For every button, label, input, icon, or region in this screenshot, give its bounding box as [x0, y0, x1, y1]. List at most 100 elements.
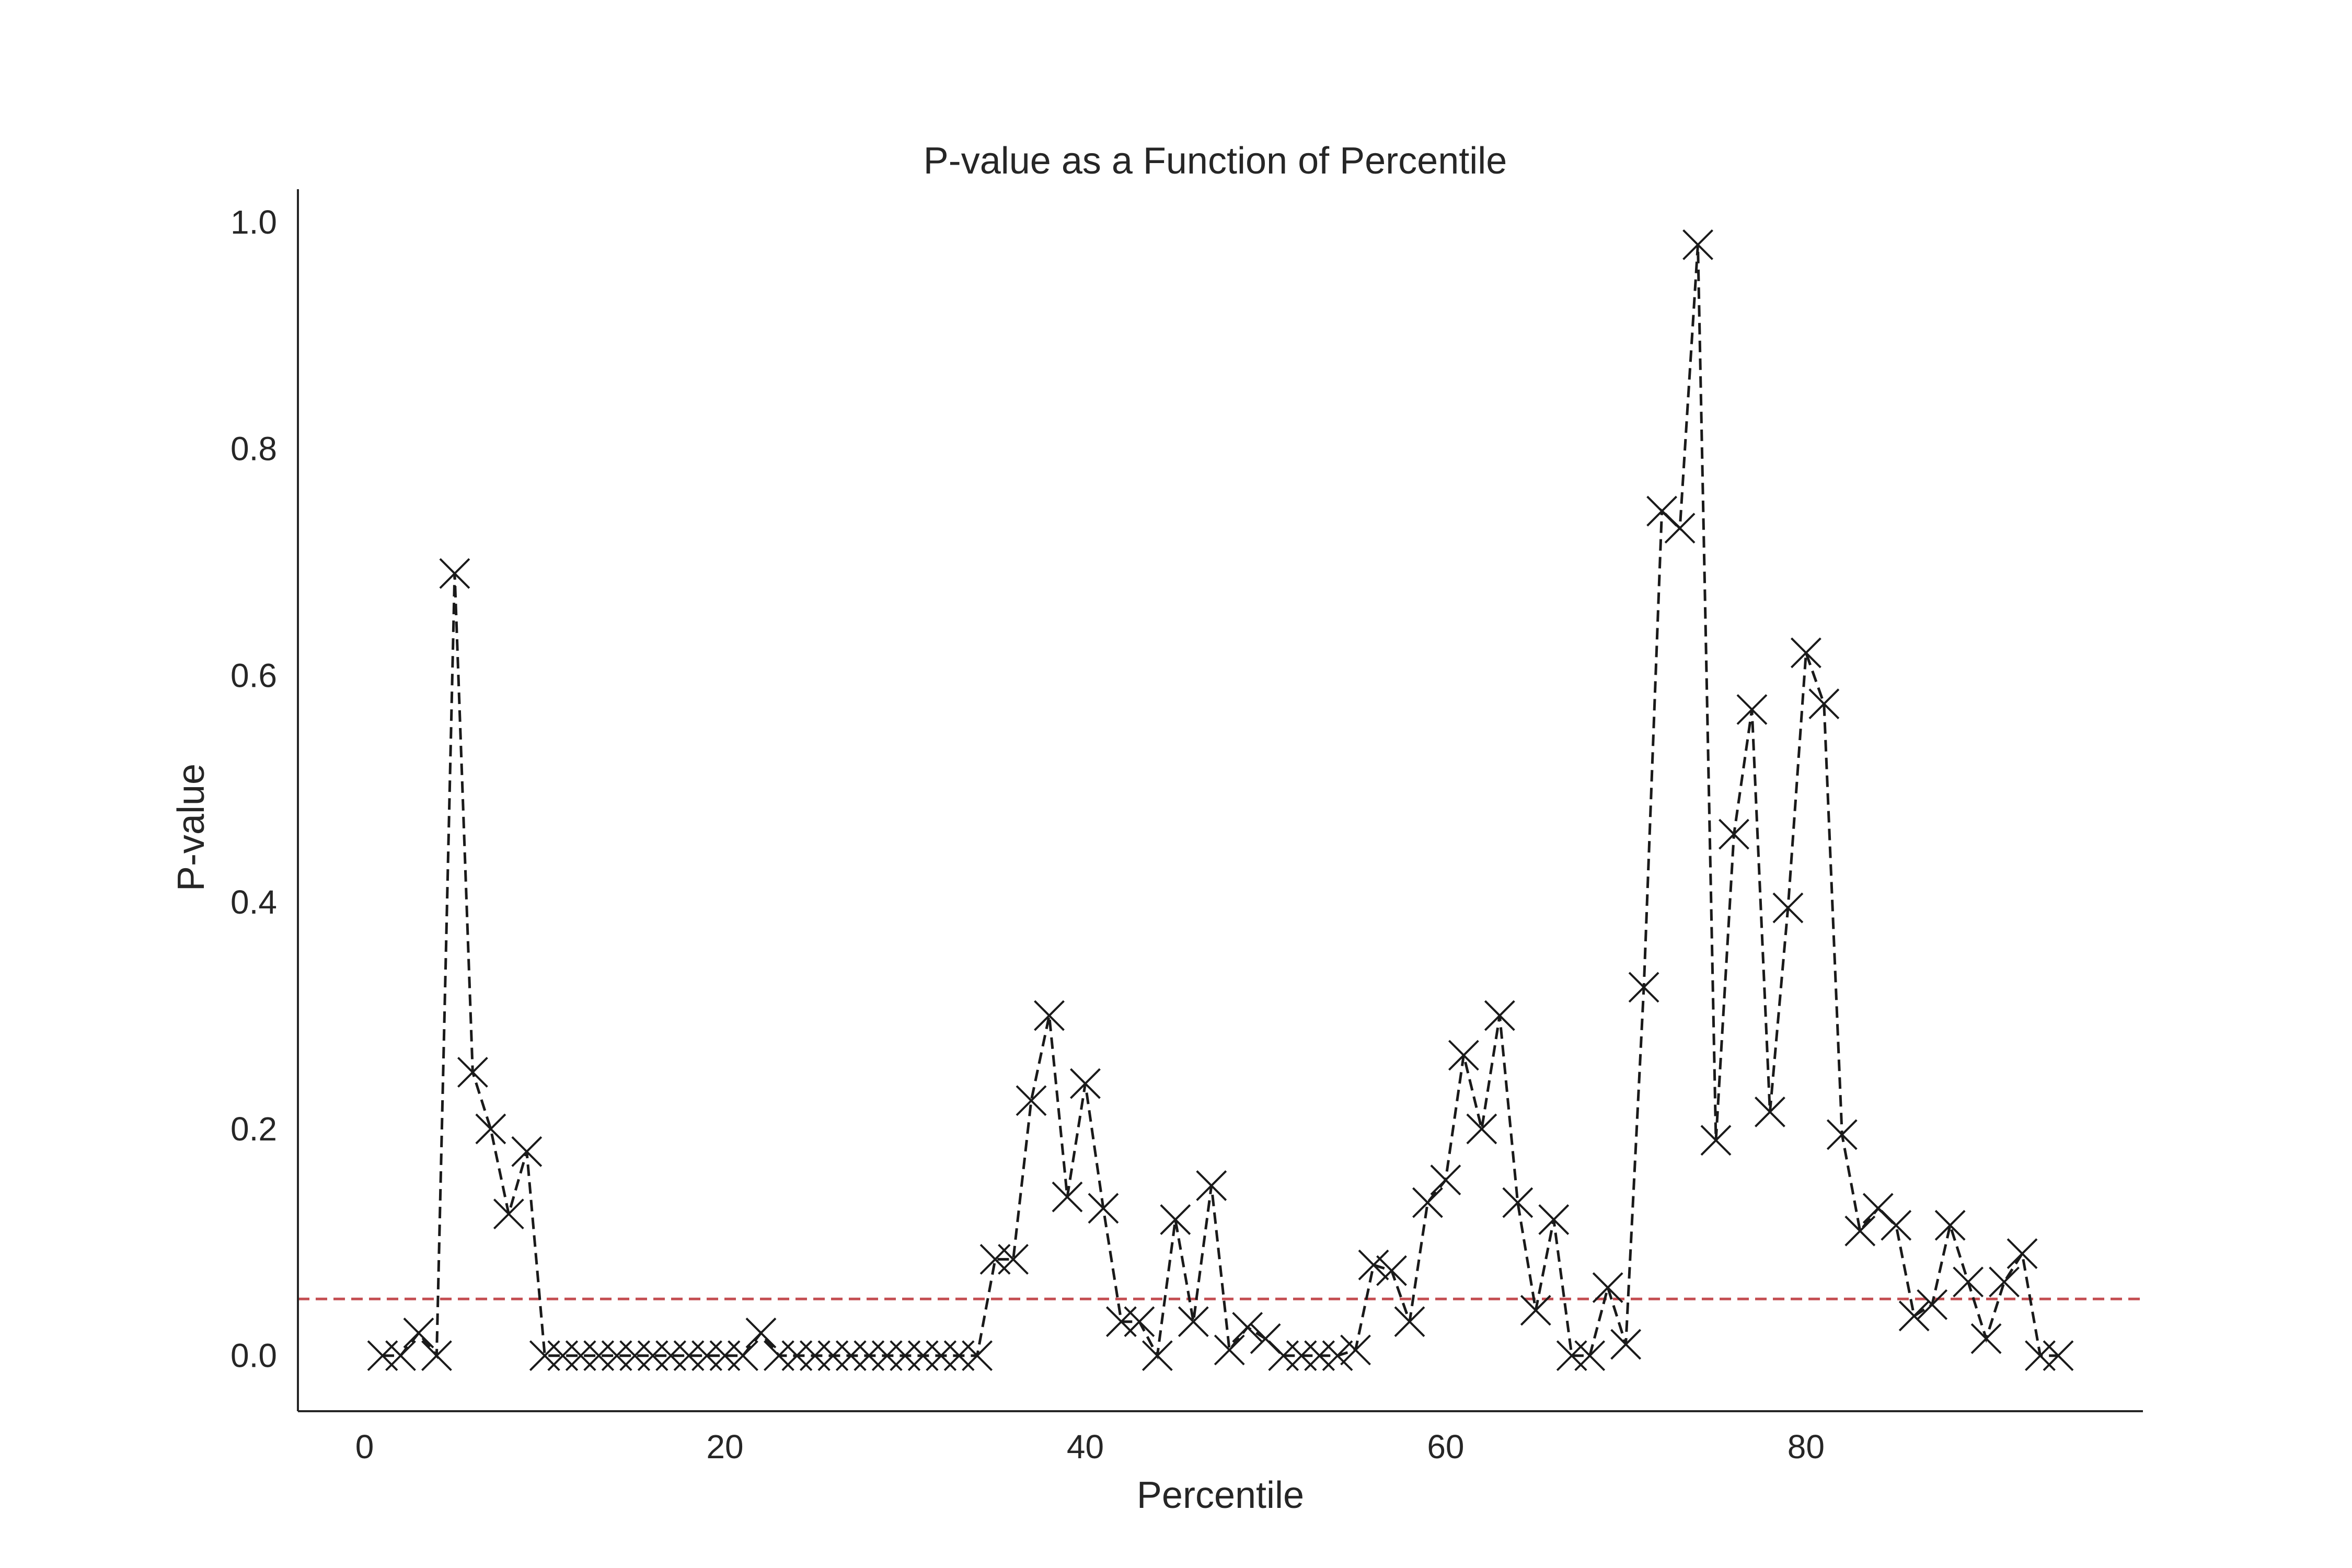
y-tick-label: 0.2: [230, 1110, 277, 1148]
y-tick-label: 0.0: [230, 1337, 277, 1375]
data-point: [2025, 1340, 2056, 1371]
data-point: [799, 1340, 831, 1371]
data-point: [1628, 972, 1659, 1003]
data-point: [1412, 1187, 1443, 1218]
data-point: [1430, 1165, 1461, 1195]
plot-area: [298, 229, 2143, 1371]
data-point: [385, 1340, 416, 1371]
data-point: [1881, 1209, 1912, 1241]
x-tick-label: 80: [1788, 1428, 1825, 1466]
data-point: [1304, 1340, 1335, 1371]
data-point: [1322, 1340, 1353, 1371]
data-point: [1989, 1266, 2020, 1298]
data-point: [1088, 1193, 1119, 1224]
data-point: [1034, 1000, 1065, 1031]
data-point: [728, 1340, 758, 1371]
data-point: [1016, 1085, 1047, 1116]
data-point: [1970, 1323, 2002, 1354]
data-point: [403, 1317, 434, 1348]
data-point: [1790, 637, 1821, 668]
data-point: [1574, 1340, 1606, 1371]
data-point: [583, 1340, 615, 1371]
data-point: [367, 1340, 398, 1371]
data-point: [1268, 1340, 1299, 1371]
x-tick-label: 0: [355, 1428, 374, 1466]
data-point: [764, 1340, 794, 1371]
data-point: [637, 1340, 668, 1371]
y-axis-label: P-value: [170, 764, 212, 891]
data-point: [1719, 818, 1749, 850]
data-point: [529, 1340, 560, 1371]
data-point: [1232, 1312, 1263, 1343]
data-point: [890, 1340, 921, 1371]
data-point: [2043, 1340, 2074, 1371]
data-point: [1394, 1306, 1425, 1338]
data-point: [835, 1340, 867, 1371]
data-point: [1160, 1204, 1191, 1235]
data-point: [655, 1340, 686, 1371]
data-point: [1826, 1119, 1858, 1150]
data-point: [2007, 1238, 2038, 1269]
x-tick-label: 60: [1427, 1428, 1464, 1466]
data-point: [1448, 1040, 1479, 1071]
data-point: [817, 1340, 849, 1371]
data-point: [854, 1340, 885, 1371]
data-point: [439, 558, 470, 589]
y-tick-label: 1.0: [230, 203, 277, 241]
data-point: [1142, 1340, 1173, 1371]
data-point: [1340, 1334, 1371, 1366]
data-point: [962, 1340, 993, 1371]
data-point: [781, 1340, 813, 1371]
data-point: [1844, 1215, 1876, 1247]
y-tick-label: 0.6: [230, 656, 277, 694]
data-point: [673, 1340, 705, 1371]
data-point: [943, 1340, 975, 1371]
data-point: [1808, 688, 1840, 720]
data-point: [1196, 1170, 1227, 1201]
data-point: [1286, 1340, 1317, 1371]
data-point: [871, 1340, 903, 1371]
data-point: [1520, 1295, 1551, 1326]
data-point: [1664, 513, 1696, 544]
data-point: [998, 1243, 1029, 1275]
data-point: [565, 1340, 596, 1371]
data-point: [1466, 1113, 1497, 1145]
data-point: [745, 1317, 777, 1348]
data-point: [511, 1136, 543, 1167]
data-point: [1556, 1340, 1587, 1371]
data-point: [1772, 892, 1804, 924]
data-point: [1934, 1209, 1966, 1241]
data-point: [1214, 1334, 1245, 1366]
data-point: [493, 1198, 524, 1230]
data-point: [1682, 229, 1713, 260]
data-point: [619, 1340, 651, 1371]
data-point: [979, 1243, 1011, 1275]
data-point: [1178, 1306, 1209, 1338]
data-point: [1124, 1306, 1155, 1338]
data-point: [1736, 694, 1768, 725]
data-point: [1502, 1187, 1534, 1218]
chart-title: P-value as a Function of Percentile: [924, 140, 1507, 182]
y-tick-label: 0.4: [230, 883, 277, 921]
series-line: [383, 245, 2058, 1360]
data-point: [1070, 1068, 1101, 1099]
data-point: [1538, 1204, 1570, 1235]
x-tick-label: 20: [706, 1428, 743, 1466]
data-point: [1376, 1255, 1407, 1286]
data-point: [475, 1113, 506, 1145]
data-point: [926, 1340, 957, 1371]
data-point: [709, 1340, 741, 1371]
data-point: [1105, 1306, 1137, 1338]
data-point: [1484, 1000, 1515, 1031]
y-axis-ticks: 0.0 0.2 0.4 0.6 0.8 1.0: [230, 203, 277, 1375]
data-point: [547, 1340, 579, 1371]
data-point: [1610, 1329, 1642, 1360]
x-tick-label: 40: [1067, 1428, 1104, 1466]
x-axis-label: Percentile: [1137, 1474, 1304, 1516]
data-point: [691, 1340, 722, 1371]
data-point: [601, 1340, 632, 1371]
data-point: [907, 1340, 939, 1371]
data-point: [1592, 1272, 1623, 1304]
data-point: [1917, 1289, 1948, 1320]
